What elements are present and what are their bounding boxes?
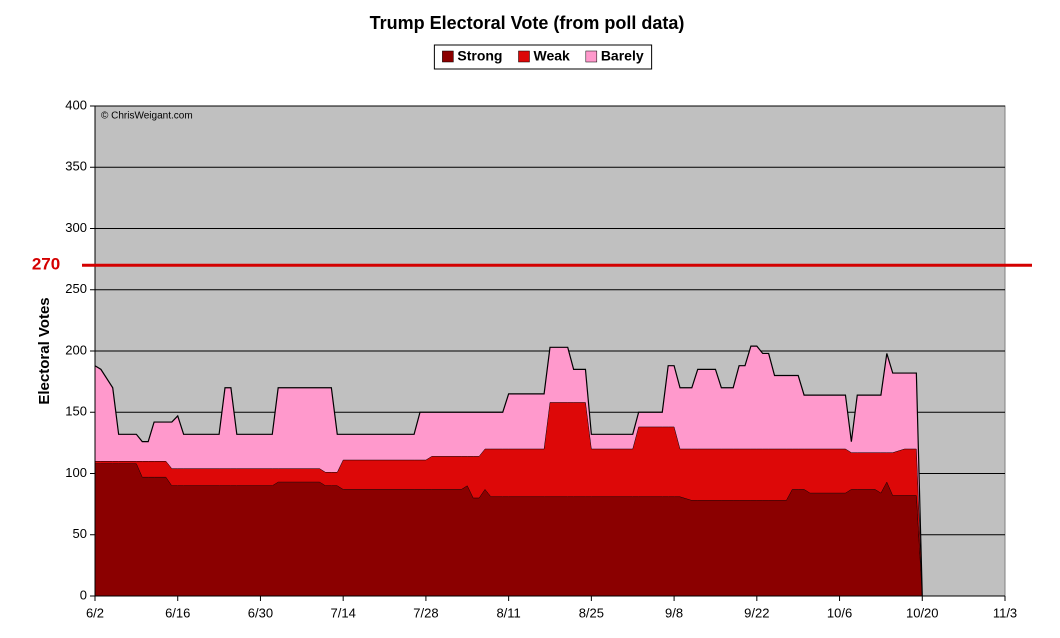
area xyxy=(95,463,923,596)
y-tick-label: 100 xyxy=(65,465,87,480)
x-tick-label: 7/28 xyxy=(413,605,438,620)
legend-swatch xyxy=(518,50,530,63)
x-tick-label: 10/20 xyxy=(906,605,939,620)
legend-swatch xyxy=(585,50,598,63)
y-axis-label: Electoral Votes xyxy=(36,297,53,404)
x-tick-label: 6/2 xyxy=(86,605,104,620)
x-tick-label: 10/6 xyxy=(827,605,852,620)
legend-label: Weak xyxy=(533,48,570,64)
area-edge xyxy=(95,402,923,597)
x-tick-label: 11/3 xyxy=(993,605,1017,620)
legend-swatch xyxy=(442,50,454,63)
chart-title: Trump Electoral Vote (from poll data) xyxy=(370,13,685,33)
legend-label: Barely xyxy=(601,48,644,64)
x-tick-label: 9/8 xyxy=(665,605,683,620)
y-tick-label: 300 xyxy=(65,220,87,235)
threshold-label: 270 xyxy=(32,255,60,274)
x-tick-label: 7/14 xyxy=(331,605,356,620)
area xyxy=(95,346,923,596)
legend: Strong Weak Barely xyxy=(433,44,653,70)
legend-label: Strong xyxy=(457,48,502,64)
y-tick-label: 200 xyxy=(65,342,87,357)
area-edge xyxy=(94,345,923,597)
y-tick-label: 50 xyxy=(73,526,87,541)
annotation: © ChrisWeigant.com xyxy=(101,111,193,122)
x-tick-label: 6/30 xyxy=(248,605,273,620)
y-tick-label: 0 xyxy=(80,587,87,602)
y-tick-label: 150 xyxy=(65,404,87,419)
area xyxy=(95,402,923,596)
y-tick-label: 350 xyxy=(65,159,87,174)
x-tick-label: 8/25 xyxy=(579,605,604,620)
y-tick-label: 400 xyxy=(65,97,87,112)
x-tick-label: 8/11 xyxy=(496,605,520,620)
legend-box xyxy=(433,44,653,70)
x-tick-label: 6/16 xyxy=(165,605,190,620)
x-tick-label: 9/22 xyxy=(744,605,769,620)
area-edge xyxy=(95,463,923,597)
y-tick-label: 250 xyxy=(65,281,87,296)
